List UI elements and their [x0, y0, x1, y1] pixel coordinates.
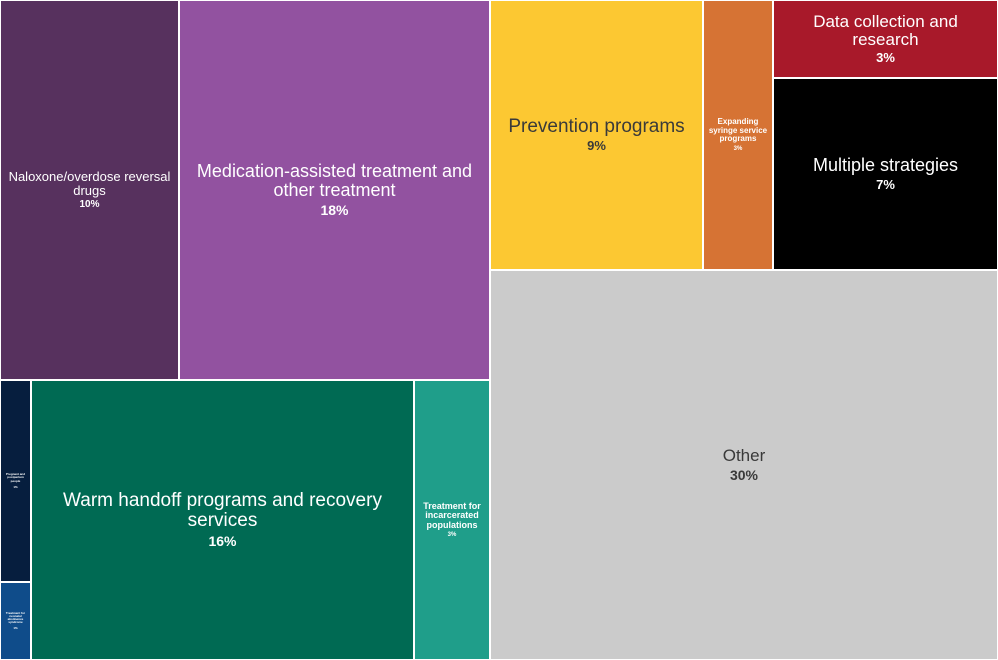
tile-label: Warm handoff programs and recovery servi…	[63, 490, 382, 531]
tile-value: 1%	[13, 626, 18, 631]
tile-value: 10%	[79, 199, 100, 211]
tile-value: 7%	[876, 176, 895, 192]
tile-label: Other	[722, 446, 766, 466]
treemap-tile-pregnant-and-postpartum-people: Pregnant and postpartum people 1%	[0, 380, 31, 582]
tile-label: Pregnant and postpartum people	[5, 472, 26, 483]
treemap-tile-prevention-programs: Prevention programs 9%	[490, 0, 703, 270]
tile-value: 18%	[320, 201, 349, 218]
tile-label: Naloxone/overdose reversal drugs	[8, 168, 171, 198]
tile-value: 3%	[447, 532, 457, 539]
tile-value: 16%	[208, 532, 237, 549]
tile-label: Prevention programs	[508, 115, 685, 137]
tile-value: 3%	[876, 50, 895, 66]
tile-value: 1%	[13, 484, 18, 489]
treemap-tile-medication-assisted-treatment-and-other-treatment: Medication-assisted treatment and other …	[179, 0, 490, 380]
treemap-tile-expanding-syringe-service-programs: Expanding syringe service programs 3%	[703, 0, 773, 270]
tile-label: Medication-assisted treatment and other …	[196, 161, 473, 200]
treemap-tile-warm-handoff-programs-and-recovery-services: Warm handoff programs and recovery servi…	[31, 380, 414, 660]
tile-value: 30%	[729, 466, 759, 483]
treemap-tile-multiple-strategies: Multiple strategies 7%	[773, 78, 998, 270]
treemap-tile-treatment-for-neonatal-abstinence-syndrome: Treatment for neonatal abstinence syndro…	[0, 582, 31, 660]
treemap-tile-other: Other 30%	[490, 270, 998, 660]
tile-label: Multiple strategies	[812, 155, 959, 176]
tile-value: 3%	[733, 145, 743, 152]
treemap-tile-treatment-for-incarcerated-populations: Treatment for incarcerated populations 3%	[414, 380, 490, 660]
tile-label: Data collection and research	[813, 11, 958, 49]
tile-label: Treatment for incarcerated populations	[423, 500, 481, 530]
tile-value: 9%	[587, 138, 606, 154]
treemap-tile-data-collection-and-research: Data collection and research 3%	[773, 0, 998, 78]
tile-label: Treatment for neonatal abstinence syndro…	[5, 610, 26, 625]
tile-label: Expanding syringe service programs	[708, 117, 768, 144]
treemap-tile-naloxone-overdose-reversal-drugs: Naloxone/overdose reversal drugs 10%	[0, 0, 179, 380]
